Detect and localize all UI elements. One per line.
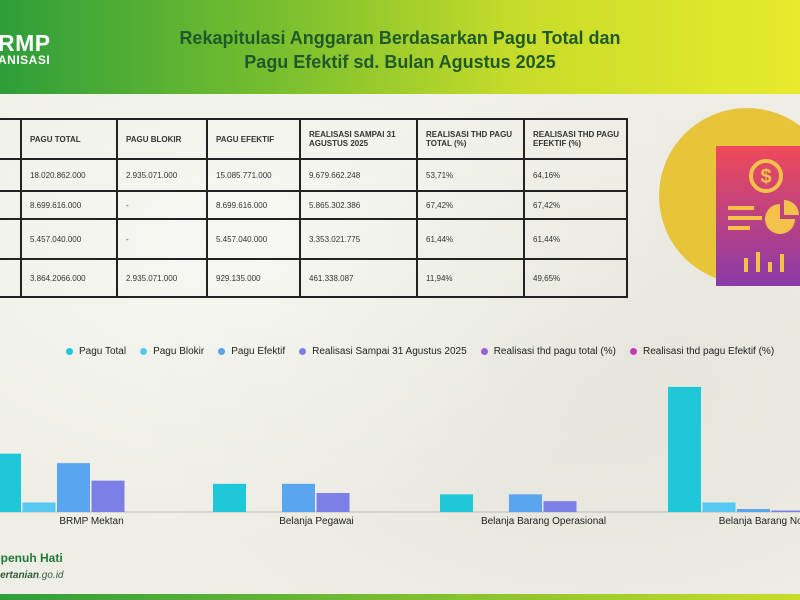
header-banner: RMP ANISASI Rekapitulasi Anggaran Berdas… (0, 0, 800, 94)
table-cell: 64,16% (523, 158, 628, 192)
table-cell: 67,42% (523, 190, 628, 220)
table-cell: 5.865.302.386 (299, 190, 418, 220)
legend-item: Realisasi Sampai 31 Agustus 2025 (299, 346, 467, 357)
bar (57, 463, 90, 512)
table-cell: 5.457.040.000 (206, 218, 301, 260)
table-cell: 929.135.000 (206, 258, 301, 298)
table-header-cell: PAGU EFEKTIF (206, 118, 301, 160)
bar (91, 480, 125, 512)
legend-label: Pagu Blokir (153, 346, 205, 357)
legend-label: Realisasi Sampai 31 Agustus 2025 (312, 346, 467, 357)
bar (440, 494, 473, 512)
table-cell: 61,44% (523, 218, 628, 260)
legend-swatch (629, 347, 637, 355)
bar (771, 510, 800, 512)
bar (509, 494, 542, 512)
table-header-cell: PAGU TOTAL (20, 118, 118, 160)
legend-item: Pagu Efektif (218, 346, 285, 357)
table-header-cell: REALISASI SAMPAI 31 AGUSTUS 2025 (299, 118, 418, 160)
footer-url-suffix: .go.id (39, 570, 64, 581)
table-row: 5.457.040.000 - 5.457.040.000 3.353.021.… (0, 218, 628, 260)
chart-legend: Pagu Total Pagu Blokir Pagu Efektif Realisa… (66, 346, 788, 362)
table-cell (0, 158, 22, 192)
bar-chart: BRMP Mektan Belanja Pegawai Belanja Barang… (0, 386, 800, 527)
footer-url: pertanian.go.id (0, 570, 63, 581)
title-line-2: Pagu Efektif sd. Bulan Agustus 2025 (244, 52, 556, 72)
legend-swatch (140, 347, 148, 355)
table-header-cell: REALISASI THD PAGU EFEKTIF (%) (523, 118, 628, 160)
table-cell: 3.353.021.775 (299, 218, 418, 260)
table-cell: 67,42% (416, 190, 525, 220)
table-cell (0, 190, 22, 220)
legend-item: Pagu Blokir (140, 346, 204, 357)
legend-label: Pagu Efektif (231, 346, 286, 357)
table-cell: 2.935.071.000 (116, 258, 208, 298)
x-tick-label: Belanja Barang Non Op (719, 516, 800, 527)
legend-label: Realisasi thd pagu total (%) (493, 346, 616, 357)
budget-table: PAGU TOTAL PAGU BLOKIR PAGU EFEKTIF REAL… (0, 118, 628, 298)
x-tick-label: Belanja Barang Operasional (481, 516, 606, 527)
bar (0, 453, 21, 512)
table-cell: 18.020.862.000 (20, 158, 118, 192)
bar (543, 501, 577, 512)
table-cell: 9.679.662.248 (299, 158, 418, 192)
table-cell: 8.699.616.000 (20, 190, 118, 220)
legend-label: Realisasi thd pagu Efektif (%) (642, 346, 775, 357)
bar (282, 483, 315, 512)
bar (213, 483, 246, 512)
bar (737, 508, 770, 512)
report-document-icon: $ (716, 146, 800, 286)
table-header-cell: PAGU BLOKIR (116, 118, 208, 160)
legend-swatch (480, 347, 488, 355)
svg-text:$: $ (760, 166, 771, 188)
table-cell: 3.864.2066.000 (20, 258, 118, 298)
table-cell: - (116, 218, 208, 260)
table-header-row: PAGU TOTAL PAGU BLOKIR PAGU EFEKTIF REAL… (0, 118, 628, 160)
legend-swatch (218, 347, 226, 355)
table-cell: 53,71% (416, 158, 525, 192)
table-header-cell: REALISASI THD PAGU TOTAL (%) (416, 118, 525, 160)
legend-swatch (299, 347, 307, 355)
table-cell: 49,65% (523, 258, 628, 298)
bar (22, 502, 56, 512)
logo-subtext: ANISASI (0, 53, 51, 67)
logo-text: RMP (0, 30, 51, 56)
table-row: 8.699.616.000 - 8.699.616.000 5.865.302.… (0, 190, 628, 220)
table-cell: 5.457.040.000 (20, 218, 118, 260)
table-cell: 15.085.771.000 (206, 158, 301, 192)
table-cell (0, 258, 22, 298)
bar (668, 386, 701, 512)
table-cell: 8.699.616.000 (206, 190, 301, 220)
footer-tagline: epenuh Hati (0, 551, 63, 565)
legend-label: Pagu Total (79, 346, 127, 357)
table-cell: - (116, 190, 208, 220)
legend-item: Pagu Total (66, 346, 126, 357)
legend-swatch (66, 347, 73, 355)
page-title: Rekapitulasi Anggaran Berdasarkan Pagu T… (140, 26, 660, 74)
bar (316, 493, 350, 512)
table-row: 3.864.2066.000 2.935.071.000 929.135.000… (0, 258, 628, 298)
bottom-bar (0, 594, 800, 600)
footer-url-prefix: pertanian (0, 570, 40, 581)
bar (702, 502, 736, 512)
table-cell: 2.935.071.000 (116, 158, 208, 192)
table-cell: 11,94% (416, 258, 525, 298)
x-tick-label: BRMP Mektan (59, 516, 123, 527)
table-cell: 61,44% (416, 218, 525, 260)
table-header-cell (0, 118, 22, 160)
table-row: 18.020.862.000 2.935.071.000 15.085.771.… (0, 158, 628, 192)
table-cell: 461.338.087 (299, 258, 418, 298)
title-line-1: Rekapitulasi Anggaran Berdasarkan Pagu T… (179, 28, 621, 48)
table-cell (0, 218, 22, 260)
legend-item: Realisasi thd pagu total (%) (480, 346, 616, 357)
legend-item: Realisasi thd pagu Efektif (%) (629, 346, 775, 357)
x-tick-label: Belanja Pegawai (279, 516, 354, 527)
